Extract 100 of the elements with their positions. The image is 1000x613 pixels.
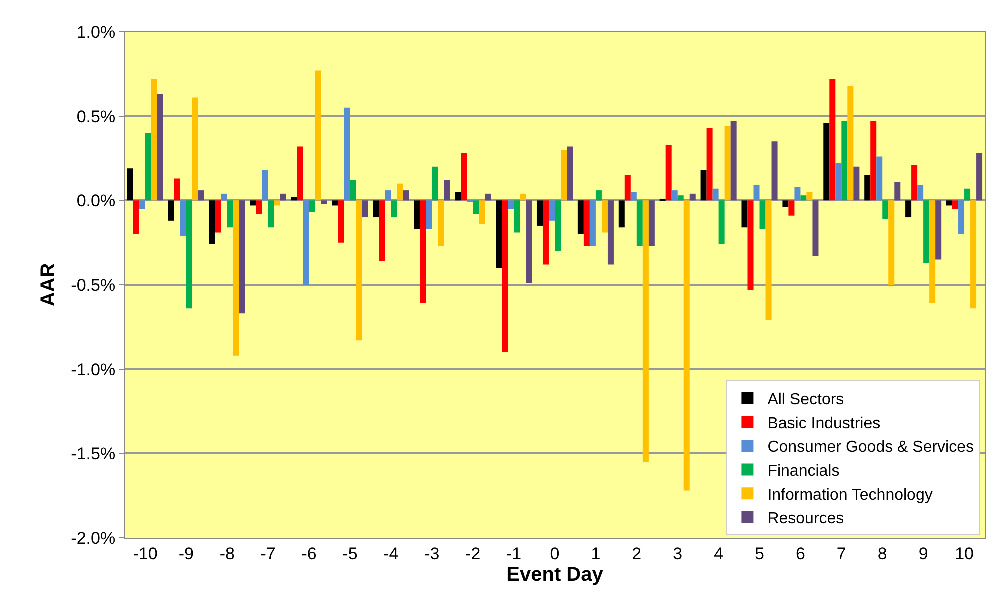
- x-tick-label: -2: [466, 544, 481, 564]
- y-tick-label: 0.0%: [76, 192, 116, 211]
- bar: [227, 200, 234, 228]
- bar: [239, 200, 246, 314]
- bar: [894, 182, 901, 201]
- x-tick-label: 2: [632, 544, 642, 564]
- bar: [309, 200, 316, 212]
- bar: [133, 200, 140, 234]
- bar: [168, 200, 174, 221]
- bar: [444, 180, 450, 201]
- bar: [684, 200, 690, 491]
- bar: [800, 196, 807, 201]
- bar: [274, 200, 280, 206]
- x-tick-label: 4: [714, 544, 724, 564]
- bar: [157, 94, 164, 201]
- legend-label: Resources: [768, 510, 844, 528]
- bar: [548, 200, 555, 221]
- bar: [584, 200, 590, 246]
- bar: [209, 200, 216, 245]
- bar: [221, 194, 228, 201]
- bar: [936, 200, 942, 260]
- bar: [748, 200, 754, 290]
- y-tick-label: -1.0%: [71, 360, 116, 380]
- bar: [520, 194, 526, 201]
- bar: [426, 200, 432, 230]
- x-tick-label: -4: [384, 544, 399, 564]
- bar: [608, 200, 614, 265]
- bar: [630, 192, 637, 201]
- bar: [906, 200, 912, 218]
- legend-label: Information Technology: [768, 486, 933, 504]
- bar: [145, 133, 152, 201]
- bar: [502, 200, 508, 352]
- bar: [332, 200, 338, 206]
- bar: [414, 200, 420, 230]
- x-tick-label: 0: [550, 544, 560, 564]
- bar: [842, 121, 848, 201]
- x-tick-label: 6: [796, 544, 806, 564]
- bar: [192, 98, 198, 201]
- x-tick-label: 10: [955, 544, 974, 564]
- bar: [385, 190, 392, 201]
- bar: [479, 200, 486, 224]
- y-tick-label: -1.5%: [71, 444, 116, 464]
- bar: [397, 184, 404, 201]
- bar: [760, 200, 766, 230]
- bar: [712, 188, 719, 201]
- bar: [754, 185, 760, 201]
- bar: [624, 175, 631, 201]
- bar: [536, 200, 543, 226]
- bar: [812, 200, 819, 256]
- x-tick-label: 7: [836, 544, 846, 564]
- bar: [836, 164, 842, 201]
- bar: [718, 200, 725, 245]
- bar: [268, 200, 274, 228]
- bar: [338, 200, 344, 243]
- bar: [438, 200, 444, 246]
- x-tick-label: 5: [755, 544, 764, 564]
- bar: [596, 190, 602, 201]
- bar: [946, 200, 953, 206]
- bar: [876, 156, 883, 201]
- bar: [526, 200, 532, 284]
- legend-label: Consumer Goods & Services: [768, 439, 974, 456]
- bar: [567, 146, 574, 201]
- bar: [648, 200, 655, 246]
- bar: [924, 200, 930, 264]
- y-axis-title: AAR: [38, 262, 60, 307]
- bar: [794, 187, 801, 201]
- bar: [636, 200, 643, 246]
- bar: [958, 200, 965, 234]
- bar: [824, 123, 830, 201]
- bar: [690, 194, 696, 201]
- bar: [356, 200, 362, 341]
- x-tick-label: -3: [424, 544, 440, 564]
- bar: [642, 200, 649, 462]
- bar: [186, 200, 192, 309]
- legend-label: Basic Industries: [768, 415, 881, 432]
- x-tick-label: -9: [178, 544, 194, 564]
- bar: [806, 192, 813, 201]
- bar: [297, 146, 304, 201]
- bar: [772, 142, 778, 201]
- bar: [373, 200, 380, 218]
- bar: [918, 185, 924, 201]
- x-tick-label: -8: [220, 544, 235, 564]
- bar: [514, 200, 520, 233]
- bar: [964, 188, 971, 201]
- bar: [256, 200, 262, 214]
- bar: [432, 166, 438, 201]
- bar: [788, 200, 795, 216]
- bar: [766, 200, 772, 320]
- bar: [888, 200, 895, 285]
- bar: [379, 200, 386, 262]
- x-axis-title: Event Day: [506, 564, 604, 586]
- bar: [280, 194, 286, 201]
- bar: [854, 166, 860, 201]
- bar: [618, 200, 625, 228]
- bar: [391, 200, 398, 218]
- bar: [578, 200, 584, 234]
- bar: [678, 196, 684, 201]
- bar: [473, 200, 480, 214]
- bar: [590, 200, 596, 246]
- bar: [782, 200, 789, 208]
